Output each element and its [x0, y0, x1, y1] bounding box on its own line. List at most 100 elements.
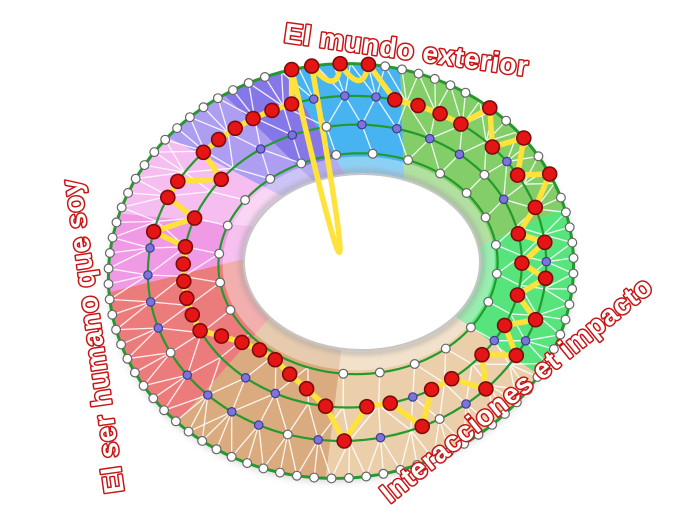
path-node[interactable] — [453, 116, 469, 132]
node[interactable] — [532, 371, 543, 382]
node[interactable] — [560, 207, 571, 218]
node[interactable] — [407, 392, 418, 402]
path-node[interactable] — [541, 166, 558, 182]
path-node[interactable] — [423, 381, 440, 398]
node[interactable] — [211, 444, 222, 455]
node[interactable] — [465, 322, 476, 333]
node[interactable] — [498, 194, 509, 205]
node[interactable] — [149, 147, 160, 158]
path-node[interactable] — [251, 342, 268, 358]
node[interactable] — [138, 380, 149, 391]
path-node[interactable] — [360, 56, 377, 73]
node[interactable] — [361, 471, 372, 482]
path-node[interactable] — [410, 97, 426, 114]
node[interactable] — [107, 232, 118, 243]
node[interactable] — [111, 217, 122, 228]
path-node[interactable] — [176, 273, 192, 290]
path-node[interactable] — [527, 311, 544, 328]
node[interactable] — [445, 80, 456, 91]
path-node[interactable] — [496, 317, 513, 334]
path-node[interactable] — [283, 61, 300, 78]
node[interactable] — [240, 372, 251, 383]
node[interactable] — [270, 388, 281, 399]
node[interactable] — [491, 268, 502, 279]
path-node[interactable] — [484, 139, 501, 155]
node[interactable] — [403, 155, 414, 166]
path-node[interactable] — [213, 328, 230, 344]
node[interactable] — [258, 463, 269, 474]
path-node[interactable] — [443, 370, 460, 387]
node[interactable] — [548, 344, 559, 355]
node[interactable] — [182, 370, 193, 380]
node[interactable] — [265, 173, 276, 184]
node[interactable] — [282, 429, 293, 440]
node[interactable] — [139, 160, 150, 171]
node[interactable] — [197, 435, 208, 446]
node[interactable] — [227, 406, 237, 417]
path-node[interactable] — [186, 210, 203, 226]
node[interactable] — [130, 173, 141, 184]
node[interactable] — [489, 335, 500, 346]
node[interactable] — [555, 329, 566, 340]
node[interactable] — [203, 390, 213, 400]
path-node[interactable] — [317, 398, 334, 415]
path-node[interactable] — [332, 55, 348, 72]
node[interactable] — [214, 248, 225, 259]
path-node[interactable] — [474, 346, 490, 363]
node[interactable] — [367, 148, 378, 159]
node[interactable] — [429, 73, 440, 84]
node[interactable] — [378, 468, 389, 479]
node[interactable] — [567, 237, 578, 248]
path-node[interactable] — [170, 173, 186, 190]
path-node[interactable] — [382, 395, 399, 412]
node[interactable] — [460, 87, 471, 98]
node[interactable] — [343, 473, 354, 484]
node[interactable] — [499, 408, 510, 419]
node[interactable] — [331, 149, 342, 160]
path-node[interactable] — [508, 347, 525, 364]
node[interactable] — [375, 432, 386, 443]
node[interactable] — [459, 438, 470, 449]
node[interactable] — [275, 467, 286, 478]
node[interactable] — [296, 158, 307, 169]
node[interactable] — [391, 123, 402, 134]
node[interactable] — [184, 112, 195, 123]
node[interactable] — [533, 151, 544, 162]
node[interactable] — [440, 343, 451, 354]
node[interactable] — [357, 119, 367, 130]
node[interactable] — [522, 384, 533, 395]
path-node[interactable] — [537, 270, 554, 287]
node[interactable] — [183, 426, 194, 437]
wheel-diagram[interactable] — [103, 55, 579, 484]
node[interactable] — [374, 367, 385, 378]
path-node[interactable] — [283, 96, 300, 112]
node[interactable] — [240, 195, 251, 206]
node[interactable] — [309, 472, 320, 483]
path-node[interactable] — [509, 167, 526, 183]
node[interactable] — [444, 446, 455, 457]
path-node[interactable] — [432, 105, 448, 122]
path-node[interactable] — [515, 130, 532, 146]
path-node[interactable] — [336, 433, 353, 449]
node[interactable] — [461, 188, 472, 199]
node[interactable] — [228, 85, 239, 96]
path-node[interactable] — [386, 92, 403, 108]
path-node[interactable] — [527, 199, 544, 216]
node[interactable] — [259, 71, 270, 82]
path-node[interactable] — [184, 306, 201, 323]
node[interactable] — [413, 68, 424, 79]
node[interactable] — [287, 130, 298, 140]
node[interactable] — [116, 339, 127, 350]
node[interactable] — [243, 77, 254, 88]
node[interactable] — [560, 314, 571, 325]
node[interactable] — [371, 92, 381, 102]
node[interactable] — [291, 470, 302, 481]
node[interactable] — [226, 451, 237, 462]
node[interactable] — [145, 297, 156, 307]
path-node[interactable] — [478, 381, 494, 397]
node[interactable] — [242, 458, 253, 469]
path-node[interactable] — [195, 144, 212, 161]
path-node[interactable] — [210, 131, 227, 148]
node[interactable] — [255, 144, 266, 154]
node[interactable] — [107, 309, 118, 320]
